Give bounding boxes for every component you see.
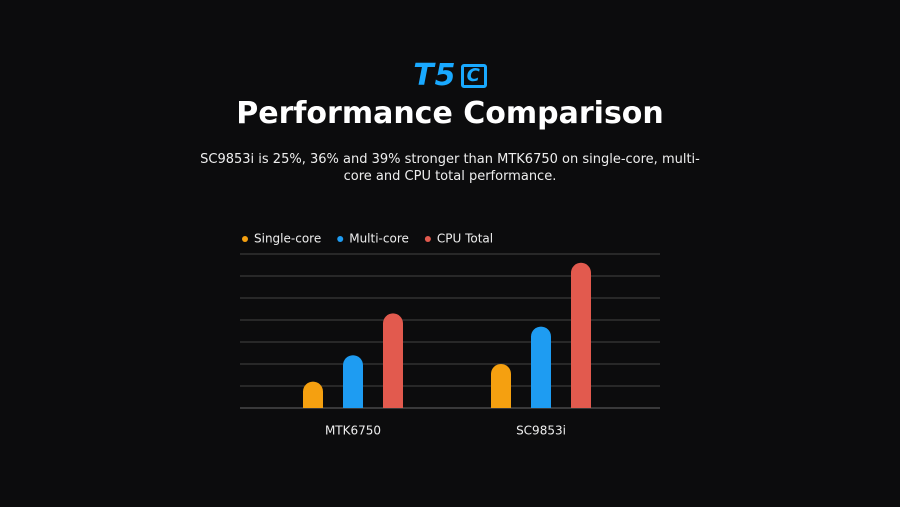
- bar: [303, 381, 323, 408]
- logo-badge: C: [460, 64, 487, 88]
- bar: [343, 355, 363, 408]
- x-tick-label: SC9853i: [516, 424, 566, 438]
- bar: [383, 313, 403, 408]
- legend-label: Multi-core: [349, 232, 409, 246]
- legend-label: Single-core: [254, 232, 321, 246]
- bar: [571, 262, 591, 408]
- subtitle: SC9853i is 25%, 36% and 39% stronger tha…: [200, 152, 700, 184]
- bar: [531, 326, 551, 408]
- x-tick-label: MTK6750: [325, 424, 381, 438]
- logo: T5 C: [0, 58, 900, 93]
- legend-dot: [242, 236, 248, 242]
- title: Performance Comparison: [236, 96, 664, 131]
- legend-dot: [337, 236, 344, 242]
- legend-dot: [424, 236, 431, 242]
- bar: [491, 364, 511, 408]
- logo-name: T5: [413, 58, 457, 93]
- legend-label: CPU Total: [437, 232, 493, 246]
